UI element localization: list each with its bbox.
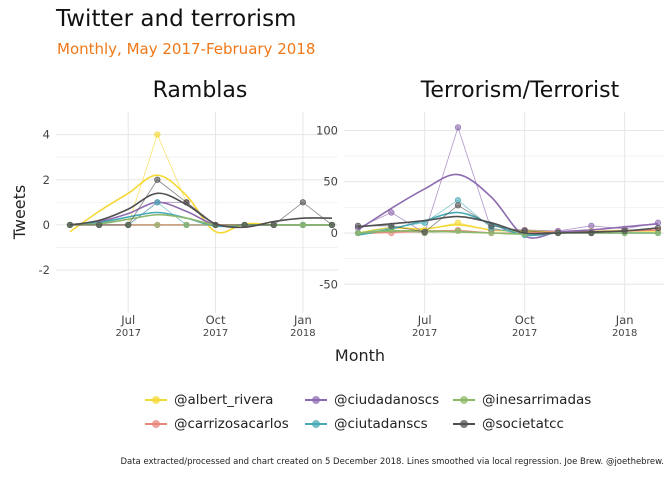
- legend-item-albert-rivera: @albert_rivera: [145, 392, 273, 408]
- data-point: [521, 227, 528, 235]
- y-tick-label: -2: [39, 263, 50, 277]
- x-tick-label: Jul: [417, 313, 432, 327]
- legend-key-albert-rivera: [145, 394, 167, 406]
- x-tick-label: Jul: [120, 313, 135, 327]
- panel-title: Terrorism/Terrorist: [420, 78, 620, 103]
- y-tick-label: 100: [316, 123, 338, 137]
- legend-key-inesarrimadas: [453, 394, 475, 406]
- caption: Data extracted/processed and chart creat…: [120, 457, 664, 467]
- panel-terrorism-terrorist: Terrorism/Terrorist-50050100Jul2017Oct20…: [316, 78, 664, 339]
- y-tick-label: 2: [43, 173, 50, 187]
- data-point: [66, 221, 74, 229]
- data-point: [328, 221, 336, 229]
- data-point: [454, 202, 462, 209]
- legend-key-carrizosacarlos: [145, 418, 167, 430]
- legend-label-albert-rivera: @albert_rivera: [174, 392, 274, 408]
- data-point: [183, 199, 190, 206]
- legend-key-ciudadanoscs: [305, 394, 327, 406]
- y-axis-title: Tweets: [10, 185, 29, 241]
- data-point: [488, 222, 495, 229]
- y-tick-label: 0: [43, 218, 50, 232]
- smooth-line: [357, 173, 659, 239]
- smooth-line: [357, 229, 658, 235]
- data-point: [154, 131, 161, 138]
- smooth-line: [69, 192, 333, 229]
- x-tick-year-label: 2018: [612, 328, 637, 339]
- data-point: [654, 224, 662, 231]
- x-tick-year-label: 2017: [203, 328, 228, 339]
- data-point: [154, 176, 161, 183]
- x-tick-year-label: 2018: [290, 328, 315, 339]
- legend-label-carrizosacarlos: @carrizosacarlos: [174, 416, 289, 432]
- x-tick-label: Oct: [206, 313, 226, 327]
- data-point: [654, 219, 662, 226]
- x-tick-year-label: 2017: [512, 328, 537, 339]
- y-tick-label: 50: [323, 175, 338, 189]
- data-point: [554, 229, 562, 237]
- data-point: [488, 229, 495, 237]
- data-point: [388, 222, 395, 229]
- data-point: [588, 229, 595, 237]
- x-tick-label: Oct: [515, 313, 535, 327]
- data-point: [654, 229, 662, 237]
- chart-figure: Ramblas-2024Jul2017Oct2017Jan2018Terrori…: [10, 78, 664, 365]
- data-point: [421, 228, 428, 236]
- data-point: [454, 197, 462, 204]
- data-point: [154, 199, 161, 206]
- chart-title: Twitter and terrorism: [56, 6, 297, 32]
- data-point: [183, 221, 190, 229]
- series-societatcc: [354, 202, 662, 237]
- legend-label-ciutadanscs: @ciutadanscs: [334, 416, 428, 432]
- y-tick-label: 0: [331, 226, 338, 240]
- y-tick-label: -50: [319, 277, 338, 291]
- data-point: [454, 219, 462, 226]
- data-point: [388, 209, 395, 216]
- legend-item-societatcc: @societatcc: [453, 416, 564, 432]
- data-point: [270, 221, 277, 229]
- data-point: [588, 222, 595, 229]
- series-societatcc: [66, 176, 336, 229]
- legend-label-inesarrimadas: @inesarrimadas: [482, 392, 592, 408]
- data-point: [212, 221, 219, 229]
- data-point: [454, 227, 462, 235]
- data-point: [299, 221, 306, 229]
- x-tick-year-label: 2017: [412, 328, 437, 339]
- data-point: [621, 227, 628, 235]
- x-tick-label: Jan: [293, 313, 312, 327]
- data-point: [241, 221, 248, 229]
- panel-title: Ramblas: [153, 78, 248, 103]
- raw-line: [70, 179, 333, 226]
- legend-label-societatcc: @societatcc: [482, 416, 564, 432]
- legend-label-ciudadanoscs: @ciudadanoscs: [334, 392, 440, 408]
- legend-key-ciutadanscs: [305, 418, 327, 430]
- data-point: [96, 221, 103, 229]
- smooth-line: [357, 215, 659, 235]
- data-point: [354, 222, 362, 229]
- x-axis-title: Month: [335, 346, 385, 365]
- x-tick-label: Jan: [615, 313, 634, 327]
- legend-item-inesarrimadas: @inesarrimadas: [453, 392, 591, 408]
- smooth-line: [69, 213, 332, 227]
- y-tick-label: 4: [43, 128, 50, 142]
- data-point: [154, 221, 161, 229]
- data-point: [299, 199, 306, 206]
- legend-item-ciutadanscs: @ciutadanscs: [305, 416, 428, 432]
- legend-key-societatcc: [453, 418, 475, 430]
- data-point: [354, 229, 362, 237]
- chart-subtitle: Monthly, May 2017-February 2018: [57, 40, 316, 58]
- data-point: [125, 221, 132, 229]
- data-point: [454, 124, 462, 131]
- legend-item-carrizosacarlos: @carrizosacarlos: [145, 416, 289, 432]
- x-tick-year-label: 2017: [115, 328, 140, 339]
- legend-item-ciudadanoscs: @ciudadanoscs: [305, 392, 439, 408]
